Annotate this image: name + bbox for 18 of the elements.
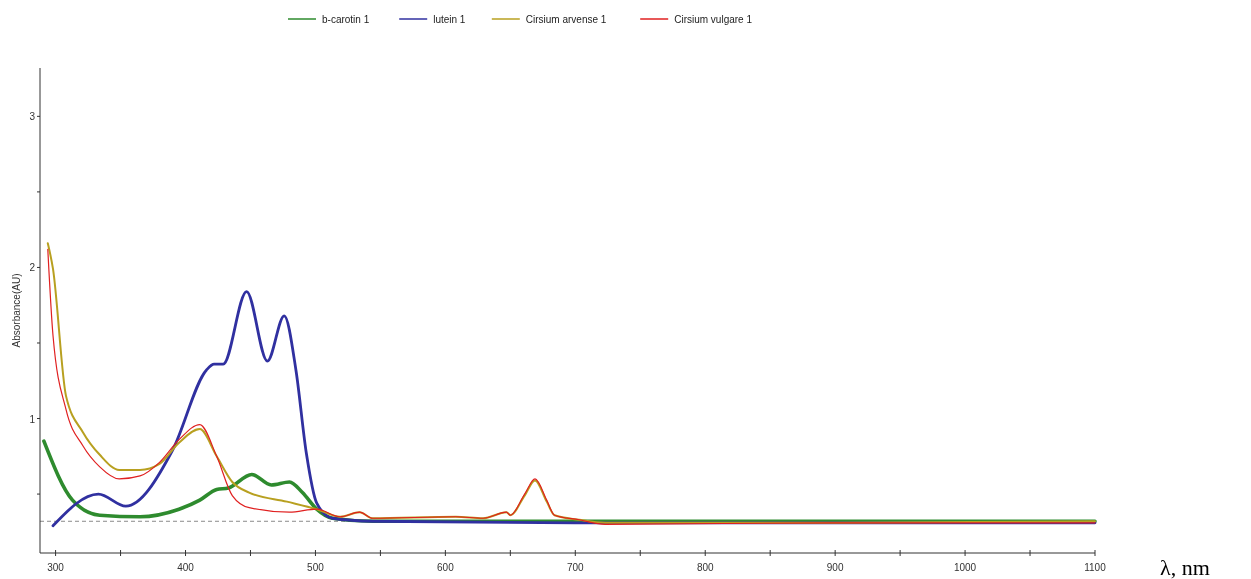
x-axis-title: λ, nm [1160, 555, 1210, 579]
legend-label: lutein 1 [433, 13, 466, 25]
x-tick-label: 500 [307, 562, 325, 573]
y-tick-label: 1 [29, 413, 36, 425]
x-tick-label: 600 [437, 562, 455, 573]
legend-label: Cirsium vulgare 1 [674, 13, 753, 25]
legend-label: b-carotin 1 [322, 13, 370, 25]
legend-label: Cirsium arvense 1 [525, 13, 607, 25]
x-tick-label: 300 [47, 562, 65, 573]
x-tick-label: 700 [566, 562, 585, 573]
x-tick-label: 1100 [1084, 562, 1107, 573]
x-tick-label: 900 [826, 562, 844, 573]
x-tick-label: 400 [177, 562, 195, 573]
x-tick-label: 800 [696, 562, 714, 573]
y-axis-title: Absorbance(AU) [11, 273, 22, 348]
x-tick-label: 1000 [953, 562, 977, 573]
y-tick-label: 2 [29, 262, 36, 274]
y-tick-label: 3 [29, 111, 36, 123]
